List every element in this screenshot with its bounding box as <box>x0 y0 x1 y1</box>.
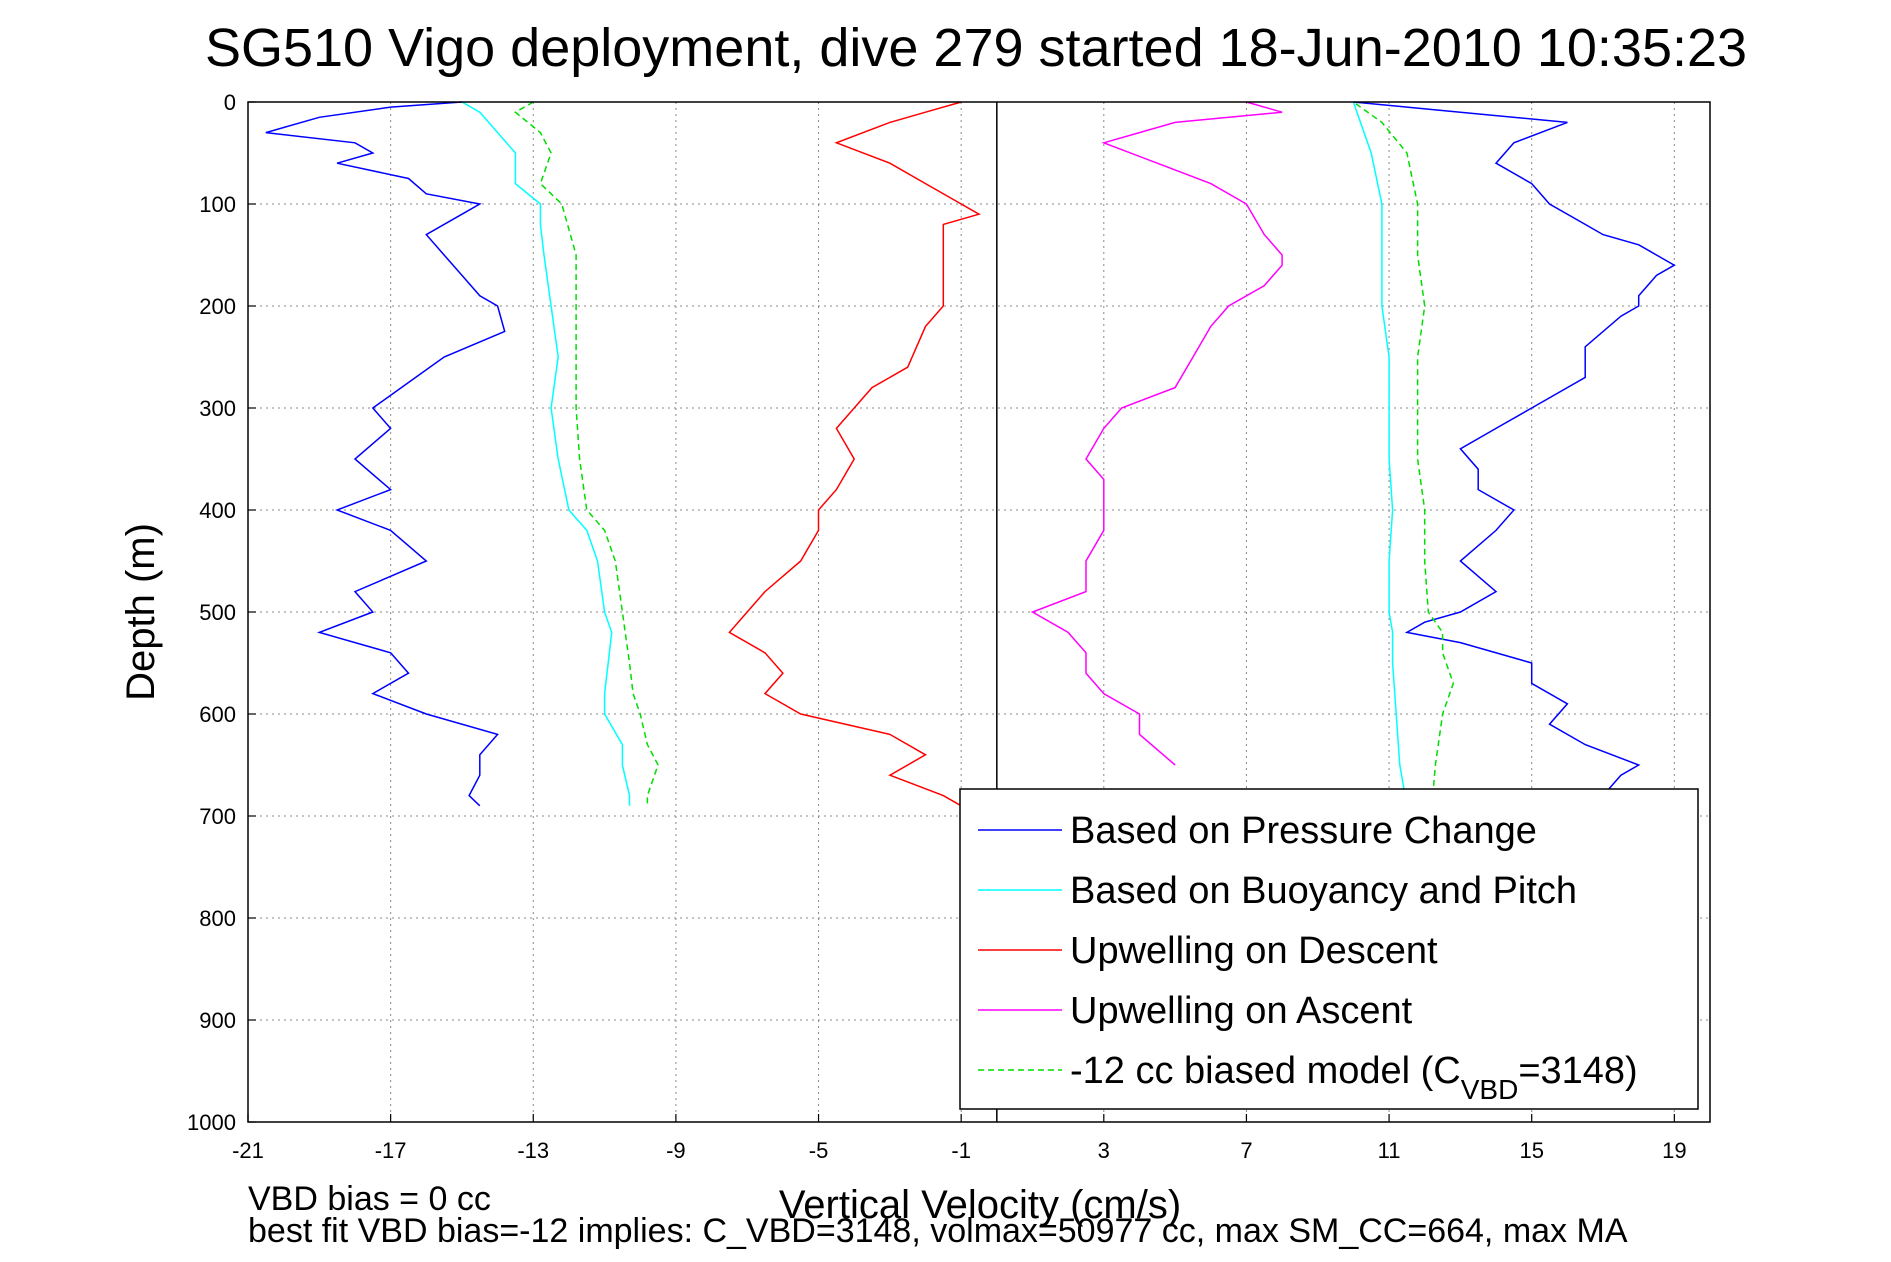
y-tick-label: 900 <box>199 1008 236 1033</box>
x-tick-label: -5 <box>809 1138 829 1163</box>
footnote-best-fit: best fit VBD bias=-12 implies: C_VBD=314… <box>248 1212 1628 1250</box>
y-tick-label: 800 <box>199 906 236 931</box>
x-tick-label: 15 <box>1519 1138 1543 1163</box>
legend-label: Based on Pressure Change <box>1070 810 1537 852</box>
y-tick-label: 200 <box>199 294 236 319</box>
plot-frame <box>247 101 1711 1123</box>
legend-box <box>959 788 1699 1110</box>
x-tick-label: 11 <box>1378 1138 1401 1163</box>
series-2-profile-line <box>728 101 981 807</box>
x-tick-label: 3 <box>1098 1138 1110 1163</box>
x-tick-label: 7 <box>1240 1138 1252 1163</box>
legend-label-suffix: =3148) <box>1518 1050 1637 1092</box>
x-axis-ticks: -21 -17 -13 -9 -5 -1 3 7 11 15 19 <box>232 1114 1687 1163</box>
x-tick-label: -9 <box>666 1138 686 1163</box>
series-layer <box>265 101 1676 807</box>
y-tick-label: 700 <box>199 804 236 829</box>
y-axis-ticks: 0 100 200 300 400 500 600 700 800 900 1000 <box>187 90 256 1135</box>
x-axis-label: Vertical Velocity (cm/s) <box>779 1183 1181 1227</box>
legend-label: Upwelling on Descent <box>1070 930 1438 972</box>
y-tick-label: 600 <box>199 702 236 727</box>
series-1-ascent-line <box>1352 101 1408 806</box>
series-0-descent-line <box>265 101 506 807</box>
legend-label: Upwelling on Ascent <box>1070 990 1413 1032</box>
y-tick-label: 0 <box>224 90 236 115</box>
y-tick-label: 300 <box>199 396 236 421</box>
legend: Based on Pressure Change Based on Buoyanc… <box>959 788 1699 1110</box>
footnote-vbd-bias: VBD bias = 0 cc <box>248 1180 491 1218</box>
legend-label-main: -12 cc biased model (C <box>1070 1050 1461 1092</box>
legend-label: -12 cc biased model (CVBD=3148) <box>1070 1050 1638 1105</box>
y-tick-label: 1000 <box>187 1110 236 1135</box>
legend-label: Based on Buoyancy and Pitch <box>1070 870 1577 912</box>
x-tick-label: -1 <box>951 1138 971 1163</box>
legend-items: Based on Pressure Change Based on Buoyanc… <box>978 810 1638 1105</box>
series-4-descent-line <box>514 101 659 806</box>
series-4-ascent-line <box>1352 101 1455 806</box>
chart-title: SG510 Vigo deployment, dive 279 started … <box>205 18 1747 78</box>
y-tick-label: 500 <box>199 600 236 625</box>
y-tick-label: 100 <box>199 192 236 217</box>
series-1-descent-line <box>461 101 631 806</box>
x-tick-label: -21 <box>232 1138 264 1163</box>
series-3-profile-line <box>1030 101 1283 766</box>
y-axis-label: Depth (m) <box>119 523 163 701</box>
x-tick-label: -13 <box>517 1138 549 1163</box>
x-tick-label: 19 <box>1662 1138 1686 1163</box>
legend-label-subscript: VBD <box>1461 1074 1519 1105</box>
y-tick-label: 400 <box>199 498 236 523</box>
x-tick-label: -17 <box>375 1138 407 1163</box>
series-0-ascent-line <box>1353 101 1676 807</box>
